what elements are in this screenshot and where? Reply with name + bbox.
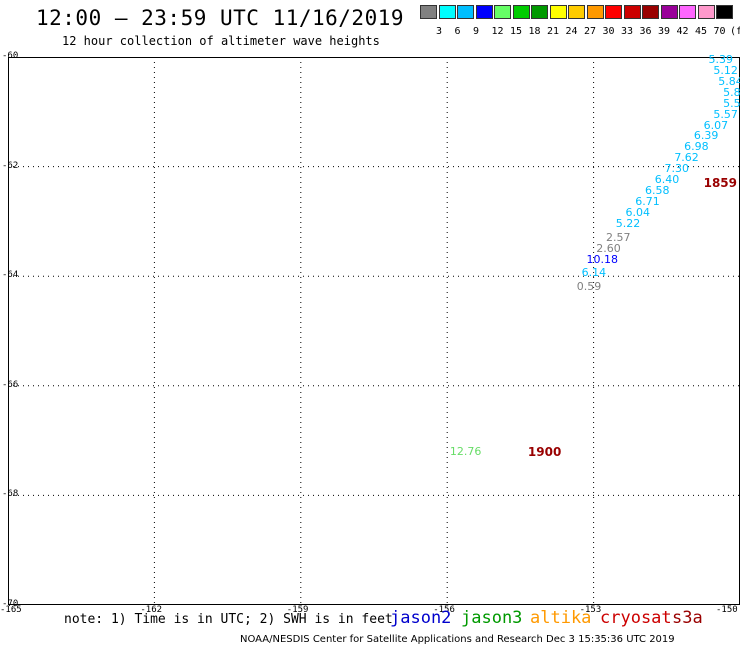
colorbar-label: 3 [436, 26, 443, 37]
wave-height-value: 6.14 [581, 266, 607, 280]
colorbar-swatch [660, 5, 678, 19]
wave-height-value: 5.22 [615, 217, 641, 231]
wave-height-value: 5.5 [723, 96, 740, 110]
colorbar-swatch [642, 5, 659, 19]
colorbar-swatch [512, 5, 530, 19]
longitude-tick-label: -165 [0, 605, 22, 615]
wave-height-value: 2.57 [606, 230, 631, 244]
wave-height-value: 6.98 [684, 140, 709, 154]
wave-height-value: 6.39 [693, 129, 719, 143]
map-plot-area [8, 57, 740, 605]
colorbar-swatch [697, 5, 715, 19]
map-title: 12:00 – 23:59 UTC 11/16/2019 [36, 6, 405, 30]
colorbar-swatch [438, 5, 456, 19]
wave-height-value: 6.07 [703, 118, 729, 132]
wave-height-value: 6.58 [645, 184, 670, 198]
longitude-tick-label: -162 [140, 605, 163, 615]
map-svg [8, 57, 740, 605]
time-mark-label: 1900 [527, 444, 562, 459]
map-subtitle: 12 hour collection of altimeter wave hei… [62, 34, 380, 48]
footer-note: note: 1) Time is in UTC; 2) SWH is in fe… [64, 612, 393, 627]
colorbar-label: 45 [695, 26, 708, 37]
wave-height-value: 7.62 [674, 151, 699, 165]
colorbar-label: 12 [491, 26, 504, 37]
longitude-tick-label: -159 [286, 605, 309, 615]
colorbar-swatch [586, 5, 604, 19]
wave-height-value: 6.71 [635, 195, 660, 209]
longitude-tick-label: -153 [579, 605, 602, 615]
wave-height-value: 5.8 [723, 85, 740, 99]
wave-height-value: 12.76 [449, 444, 482, 458]
wave-height-value: 6.04 [625, 206, 651, 220]
wave-height-value: 6.40 [654, 173, 680, 187]
colorbar-label: 15 [510, 26, 523, 37]
colorbar-swatch [623, 5, 641, 19]
wave-height-value: 2.60 [596, 241, 621, 255]
longitude-tick-label: -150 [716, 605, 738, 615]
time-mark-label: 1859 [703, 176, 737, 191]
colorbar-label: 70 [713, 26, 726, 37]
latitude-tick-label: -64 [2, 270, 19, 281]
colorbar-swatch [568, 5, 585, 19]
colorbar-swatch [531, 5, 548, 19]
colorbar-label: 42 [676, 26, 689, 37]
colorbar-label: 21 [547, 26, 560, 37]
colorbar-label: 39 [658, 26, 671, 37]
mission-label-cryosat: cryosat [600, 608, 672, 628]
map-frame [8, 57, 740, 605]
mission-label-altika: altika [530, 608, 592, 628]
latitude-tick-label: -66 [2, 379, 19, 390]
latitude-tick-label: -62 [2, 160, 19, 171]
wave-height-value: 10.18 [586, 252, 618, 266]
colorbar-swatch [679, 5, 696, 19]
wave-height-value: 5.12 [713, 63, 738, 77]
mission-label-s3a: s3a [672, 608, 703, 628]
colorbar-swatch [457, 5, 474, 19]
colorbar-swatch [549, 5, 567, 19]
colorbar-label: 33 [621, 26, 634, 37]
colorbar-label: 36 [639, 26, 652, 37]
latitude-tick-label: -70 [2, 599, 19, 609]
wave-height-value: 5.57 [713, 107, 738, 121]
colorbar-label: 9 [473, 26, 480, 37]
latitude-tick-label: -60 [2, 51, 19, 61]
wave-height-value: 5.84 [718, 74, 740, 88]
colorbar-label: 18 [528, 26, 541, 37]
latitude-tick-label: -68 [2, 489, 19, 500]
longitude-tick-label: -156 [433, 605, 455, 615]
wave-height-value: 0.59 [576, 280, 602, 294]
colorbar-swatch [475, 5, 493, 19]
wave-height-value: 7.30 [664, 162, 690, 176]
mission-label-jason2: jason2 [390, 608, 452, 628]
mission-label-jason3: jason3 [461, 608, 523, 628]
colorbar-swatch [716, 5, 733, 19]
credit-line: NOAA/NESDIS Center for Satellite Applica… [240, 634, 675, 645]
colorbar-label: 24 [565, 26, 578, 37]
colorbar-swatch [420, 5, 437, 19]
colorbar-swatch [494, 5, 511, 19]
wave-height-value: 5.39 [708, 52, 733, 66]
colorbar-label: 30 [602, 26, 615, 37]
colorbar-label: 27 [584, 26, 597, 37]
colorbar-swatch [605, 5, 622, 19]
colorbar-label: (ft) [730, 26, 740, 37]
colorbar-label: 6 [454, 26, 461, 37]
